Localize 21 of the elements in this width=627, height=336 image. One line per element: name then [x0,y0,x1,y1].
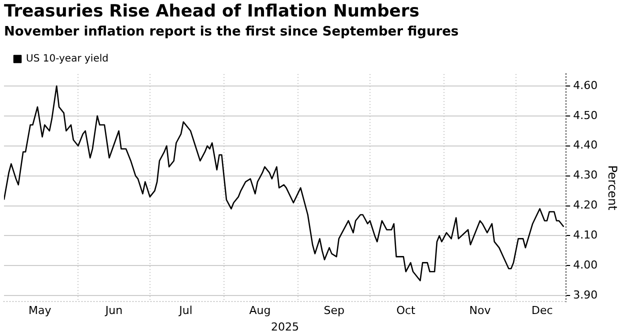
x-tick-label: Jul [178,304,192,318]
y-tick-label: 3.90 [573,288,598,302]
legend-label: US 10-year yield [26,54,108,65]
x-axis-title: 2025 [271,320,300,334]
y-tick-label: 4.00 [573,258,598,272]
y-tick-label: 4.40 [573,138,598,152]
chart-subtitle: November inflation report is the first since September figures [4,24,459,40]
y-axis-title: Percent [606,165,620,211]
y-tick-label: 4.50 [573,108,598,122]
y-tick-label: 4.10 [573,228,598,242]
x-tick-label: Oct [396,304,416,318]
x-tick-label: Aug [249,304,271,318]
y-tick-label: 4.30 [573,168,598,182]
x-tick-label: Sep [324,304,344,318]
y-tick-label: 4.60 [573,78,598,92]
y-tick-label: 4.20 [573,198,598,212]
x-tick-label: Jun [104,304,123,318]
chart-title: Treasuries Rise Ahead of Inflation Numbers [4,2,420,22]
x-tick-label: Nov [469,304,492,318]
x-tick-label: Dec [532,304,553,318]
x-tick-label: May [28,304,52,318]
